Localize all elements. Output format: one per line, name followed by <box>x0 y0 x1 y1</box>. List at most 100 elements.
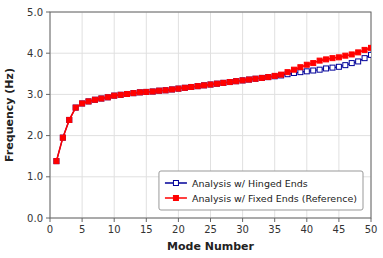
legend-marker <box>173 196 178 201</box>
tick-label: 0.0 <box>27 213 43 224</box>
tick-label: 4.0 <box>27 48 43 59</box>
tick-label: 5 <box>79 224 85 235</box>
tick-label: 50 <box>365 224 378 235</box>
marker <box>157 88 162 93</box>
marker <box>144 89 149 94</box>
marker <box>182 85 187 90</box>
marker <box>324 66 329 71</box>
marker <box>118 92 123 97</box>
tick <box>242 218 243 222</box>
marker <box>54 159 59 164</box>
marker <box>169 87 174 92</box>
marker <box>227 80 232 85</box>
marker <box>304 69 309 74</box>
marker <box>54 159 59 164</box>
marker <box>163 88 168 93</box>
chart: 051015202530354045500.01.02.03.04.05.0Mo… <box>0 0 383 258</box>
series <box>54 52 371 163</box>
marker <box>330 56 335 61</box>
legend-label: Analysis w/ Fixed Ends (Reference) <box>192 193 357 204</box>
marker <box>317 58 322 63</box>
marker <box>317 67 322 72</box>
marker <box>150 89 155 94</box>
marker <box>266 75 271 80</box>
marker <box>105 95 110 100</box>
tick <box>82 218 83 222</box>
line <box>56 55 371 161</box>
marker <box>253 76 258 81</box>
marker <box>86 99 91 104</box>
marker <box>298 65 303 70</box>
line <box>56 48 371 161</box>
marker <box>157 88 162 93</box>
marker <box>266 75 271 80</box>
tick <box>46 135 50 136</box>
grid-line <box>146 12 147 218</box>
marker <box>163 88 168 93</box>
marker <box>349 52 354 57</box>
tick-label: 1.0 <box>27 171 43 182</box>
marker <box>279 73 284 78</box>
marker <box>259 75 264 80</box>
tick <box>46 218 50 219</box>
marker <box>272 73 277 78</box>
legend: Analysis w/ Hinged Ends Analysis w/ Fixed… <box>159 171 363 210</box>
marker <box>202 83 207 88</box>
grid-line <box>50 135 371 136</box>
x-axis-label: Mode Number <box>167 240 255 253</box>
marker <box>259 75 264 80</box>
tick-label: 0 <box>47 224 53 235</box>
marker <box>144 89 149 94</box>
marker <box>279 72 284 77</box>
y-axis-label: Frequency (Hz) <box>3 68 16 162</box>
tick-label: 45 <box>333 224 346 235</box>
marker <box>137 90 142 95</box>
marker <box>131 91 136 96</box>
marker <box>208 82 213 87</box>
marker <box>324 57 329 62</box>
tick <box>114 218 115 222</box>
marker <box>336 55 341 60</box>
tick <box>210 218 211 222</box>
marker <box>60 135 65 140</box>
marker <box>73 105 78 110</box>
tick <box>50 218 51 222</box>
tick-label: 15 <box>140 224 153 235</box>
tick-label: 30 <box>236 224 249 235</box>
tick-label: 5.0 <box>27 7 43 18</box>
marker <box>80 101 85 106</box>
marker <box>112 93 117 98</box>
marker <box>272 74 277 79</box>
tick-label: 35 <box>268 224 281 235</box>
marker <box>99 96 104 101</box>
marker <box>247 77 252 82</box>
marker <box>189 84 194 89</box>
marker <box>150 89 155 94</box>
marker <box>105 95 110 100</box>
tick-label: 40 <box>300 224 313 235</box>
marker <box>227 80 232 85</box>
marker <box>182 85 187 90</box>
grid-line <box>114 12 115 218</box>
marker <box>311 68 316 73</box>
marker <box>369 45 372 50</box>
marker <box>234 79 239 84</box>
marker <box>253 76 258 81</box>
marker <box>336 64 341 69</box>
marker <box>169 87 174 92</box>
marker <box>131 91 136 96</box>
marker <box>67 117 72 122</box>
marker <box>176 86 181 91</box>
tick-label: 20 <box>172 224 185 235</box>
tick <box>46 94 50 95</box>
legend-label: Analysis w/ Hinged Ends <box>192 178 308 189</box>
series-group <box>54 45 371 163</box>
legend-item: Analysis w/ Hinged Ends <box>165 178 308 189</box>
tick-label: 25 <box>204 224 217 235</box>
tick-label: 10 <box>108 224 121 235</box>
marker <box>240 78 245 83</box>
marker <box>73 105 78 110</box>
legend-item: Analysis w/ Fixed Ends (Reference) <box>165 193 357 204</box>
tick <box>46 53 50 54</box>
marker <box>86 99 91 104</box>
